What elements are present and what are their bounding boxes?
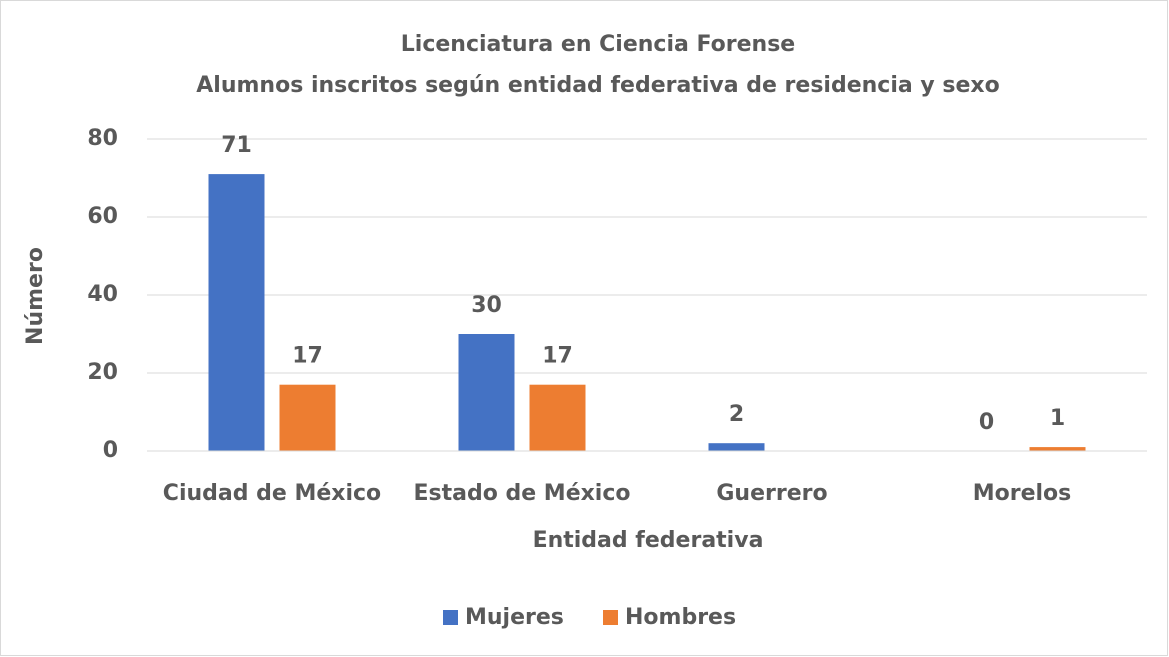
bar <box>529 384 586 451</box>
data-label: 0 <box>979 410 994 435</box>
data-label: 2 <box>729 402 744 427</box>
y-tick-label: 60 <box>87 204 118 229</box>
chart-subtitle: Alumnos inscritos según entidad federati… <box>196 73 999 98</box>
data-label: 17 <box>542 344 573 369</box>
x-axis-label: Entidad federativa <box>533 528 764 553</box>
data-label: 71 <box>221 133 252 158</box>
x-tick-label: Estado de México <box>413 481 630 506</box>
y-tick-label: 40 <box>87 282 118 307</box>
legend-label: Hombres <box>625 605 736 630</box>
bar <box>1029 447 1086 451</box>
y-tick-label: 80 <box>87 126 118 151</box>
bar <box>708 443 765 451</box>
y-tick-label: 0 <box>103 438 118 463</box>
y-axis-label: Número <box>23 247 48 345</box>
data-label: 30 <box>471 293 502 318</box>
legend-swatch <box>603 610 618 625</box>
x-tick-label: Morelos <box>973 481 1072 506</box>
x-tick-label: Ciudad de México <box>163 481 381 506</box>
data-label: 17 <box>292 344 323 369</box>
bar <box>279 384 336 451</box>
bar <box>208 174 265 451</box>
y-tick-label: 20 <box>87 360 118 385</box>
chart-title: Licenciatura en Ciencia Forense <box>401 32 795 57</box>
x-tick-label: Guerrero <box>716 481 827 506</box>
bar <box>458 334 515 451</box>
legend-swatch <box>443 610 458 625</box>
legend-label: Mujeres <box>465 605 564 630</box>
data-label: 1 <box>1050 406 1065 431</box>
